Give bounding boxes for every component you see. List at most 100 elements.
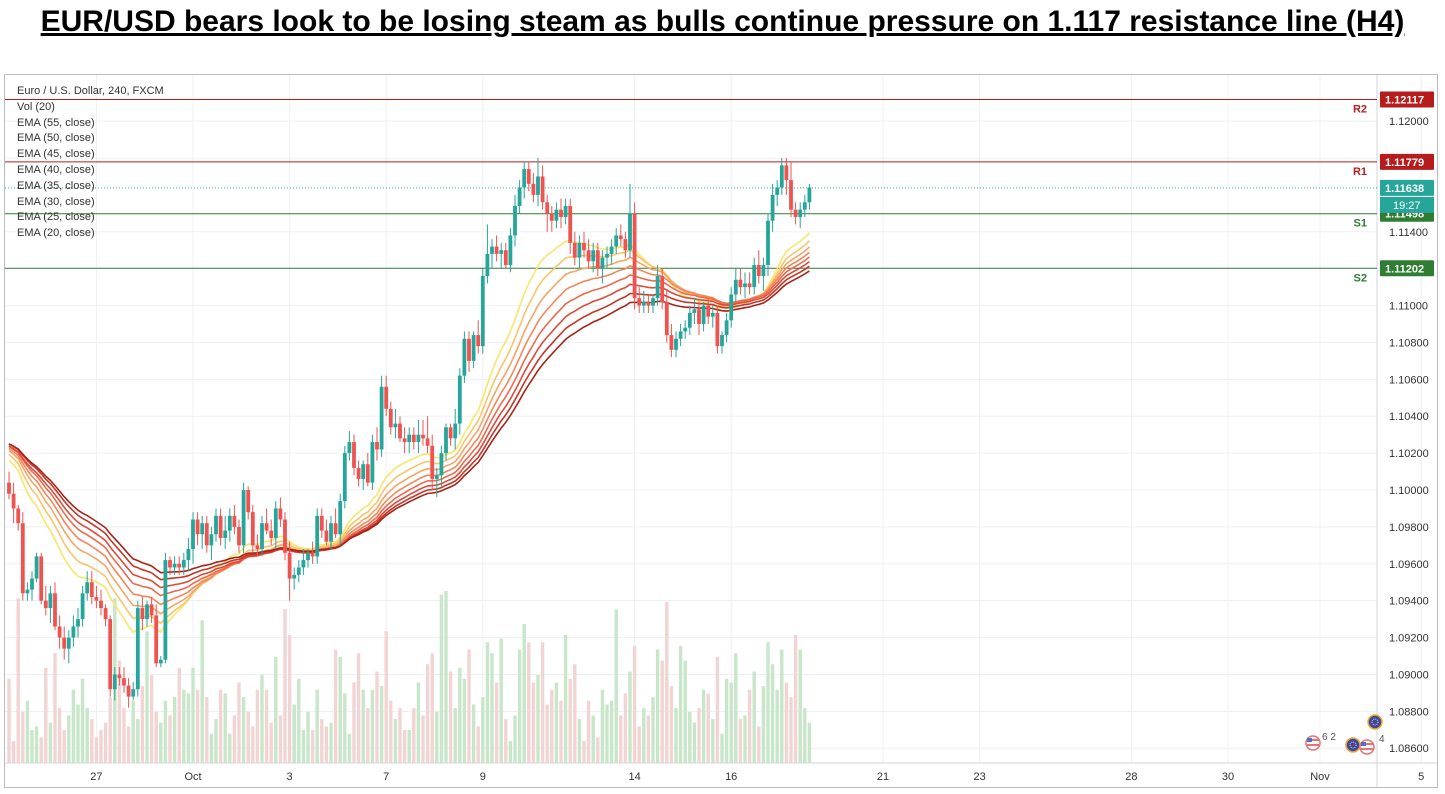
legend-indicator[interactable]: EMA (40, close) bbox=[17, 163, 95, 176]
candle-body bbox=[39, 556, 44, 601]
volume-bar bbox=[517, 649, 522, 763]
volume-bar bbox=[485, 642, 490, 763]
eu-flag-icon[interactable] bbox=[1367, 714, 1383, 730]
candle-body bbox=[738, 279, 743, 288]
candle-body bbox=[582, 242, 586, 251]
volume-bar bbox=[550, 689, 554, 763]
candle-body bbox=[425, 438, 430, 446]
ema-40-line bbox=[8, 256, 810, 597]
volume-bar bbox=[789, 697, 793, 763]
candle-body bbox=[283, 519, 287, 553]
candle-body bbox=[112, 674, 117, 690]
candle-body bbox=[66, 637, 71, 649]
event-flags[interactable]: 6 2 4 bbox=[1305, 714, 1385, 755]
volume-bar bbox=[674, 708, 678, 763]
candle-body bbox=[89, 582, 94, 597]
volume-bar bbox=[48, 722, 53, 763]
volume-bar bbox=[752, 671, 756, 763]
volume-bar bbox=[609, 700, 614, 763]
candle-body bbox=[99, 600, 103, 609]
volume-bar bbox=[366, 708, 370, 763]
candle-body bbox=[108, 619, 113, 690]
volume-bar bbox=[154, 711, 158, 763]
price-tick-label: 1.11400 bbox=[1389, 227, 1428, 239]
volume-bar bbox=[398, 708, 402, 763]
candle-body bbox=[503, 250, 508, 265]
candle-body bbox=[306, 552, 310, 561]
price-tick-label: 1.08600 bbox=[1389, 743, 1429, 755]
candle-body bbox=[485, 253, 490, 277]
volume-bar bbox=[761, 686, 766, 763]
page-title: EUR/USD bears look to be losing steam as… bbox=[40, 5, 1405, 38]
candle-body bbox=[678, 331, 683, 339]
candle-body bbox=[600, 257, 605, 269]
candle-body bbox=[168, 560, 172, 568]
us-flag-icon[interactable] bbox=[1359, 739, 1375, 755]
ema-35-line bbox=[8, 251, 810, 606]
candle-body bbox=[540, 176, 545, 203]
volume-bar bbox=[462, 678, 467, 763]
candle-body bbox=[715, 312, 720, 347]
candle-body bbox=[683, 327, 688, 332]
candle-body bbox=[209, 534, 214, 546]
candle-body bbox=[181, 560, 186, 568]
candle-body bbox=[310, 552, 315, 557]
legend-indicator[interactable]: EMA (30, close) bbox=[17, 195, 95, 208]
legend-indicator[interactable]: EMA (25, close) bbox=[17, 211, 95, 224]
eu-flag-icon[interactable] bbox=[1345, 737, 1361, 753]
volume-bar bbox=[738, 719, 743, 763]
price-tick-label: 1.10600 bbox=[1389, 374, 1429, 386]
candle-body bbox=[365, 464, 370, 483]
volume-bar bbox=[711, 719, 715, 763]
candle-body bbox=[264, 523, 269, 531]
volume-bar bbox=[375, 671, 379, 763]
candle-body bbox=[733, 279, 738, 295]
candle-body bbox=[347, 442, 352, 454]
volume-bar bbox=[246, 711, 250, 763]
volume-bar bbox=[692, 722, 697, 763]
volume-bar bbox=[545, 704, 549, 763]
candle-body bbox=[549, 213, 554, 221]
candle-body bbox=[789, 180, 793, 210]
candle-body bbox=[646, 301, 651, 306]
volume-bar bbox=[237, 682, 241, 763]
candle-body bbox=[775, 187, 780, 195]
volume-bar bbox=[333, 649, 338, 763]
volume-bar bbox=[264, 689, 269, 763]
legend-indicator[interactable]: EMA (50, close) bbox=[17, 132, 95, 145]
volume-bar bbox=[706, 693, 710, 763]
volume-bar bbox=[798, 649, 802, 763]
candle-body bbox=[218, 515, 223, 538]
volume-bar bbox=[646, 715, 651, 763]
candle-body bbox=[632, 213, 637, 299]
candle-body bbox=[25, 589, 30, 594]
candle-body bbox=[448, 427, 453, 439]
volume-bar bbox=[412, 708, 416, 763]
candle-body bbox=[531, 183, 536, 195]
volume-bar bbox=[513, 715, 517, 763]
volume-bar bbox=[743, 715, 747, 763]
volume-bar bbox=[53, 653, 57, 763]
legend-indicator[interactable]: EMA (45, close) bbox=[17, 148, 95, 161]
candle-body bbox=[490, 246, 494, 254]
legend-indicator[interactable]: Vol (20) bbox=[17, 100, 55, 113]
legend-indicator[interactable]: EMA (35, close) bbox=[17, 179, 95, 192]
us-flag-icon[interactable] bbox=[1305, 735, 1321, 751]
price-tick-label: 1.09200 bbox=[1389, 633, 1429, 645]
legend-symbol[interactable]: Euro / U.S. Dollar, 240, FXCM bbox=[17, 85, 164, 97]
volume-bar bbox=[306, 711, 310, 763]
candle-body bbox=[250, 512, 255, 546]
ema-45-line bbox=[8, 260, 810, 589]
volume-bar bbox=[678, 645, 683, 763]
event-count: 4 bbox=[1379, 734, 1385, 745]
time-tick-label: 16 bbox=[725, 771, 737, 783]
candle-body bbox=[237, 526, 241, 546]
time-axis[interactable]: 27 Oct 3 7 9 14 16 21 23 28 30 Nov 5 bbox=[90, 771, 1424, 783]
volume-bar bbox=[195, 689, 200, 763]
legend-indicator[interactable]: EMA (55, close) bbox=[17, 116, 95, 129]
legend-indicator[interactable]: EMA (20, close) bbox=[17, 227, 95, 240]
volume-bar bbox=[600, 689, 605, 763]
candle-body bbox=[324, 530, 329, 542]
